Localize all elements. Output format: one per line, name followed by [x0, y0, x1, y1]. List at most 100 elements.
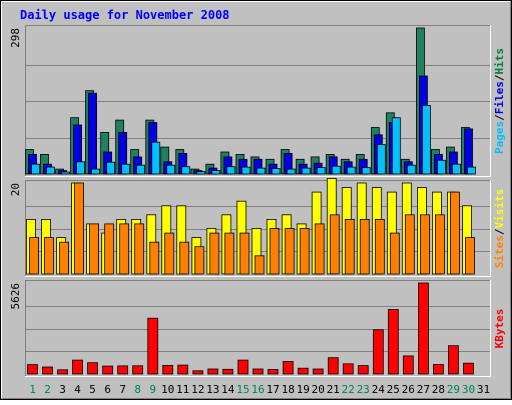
legend-item-visits: Visits [493, 189, 506, 229]
legend-item-sites: Sites [493, 235, 506, 268]
bar-sites-day-21 [329, 214, 340, 275]
bar-kbytes-day-10 [162, 364, 174, 375]
x-tick-label-day-6: 6 [104, 383, 111, 396]
legend-visits-sites: Sites/Visits [493, 189, 506, 269]
panel-hits-files-pages: 298 Pages/Files/Hits [9, 25, 506, 177]
y-max-label: 298 [9, 28, 22, 48]
x-tick-label-day-9: 9 [149, 383, 156, 396]
x-tick-label-day-24: 24 [372, 383, 386, 396]
bar-pages-day-25 [391, 117, 401, 175]
bar-kbytes-day-19 [297, 367, 309, 375]
bar-pages-day-1 [31, 163, 40, 175]
x-tick-label-day-11: 11 [176, 383, 189, 396]
x-tick-label-day-1: 1 [29, 383, 36, 396]
bar-kbytes-day-28 [432, 364, 444, 375]
bar-sites-day-25 [389, 232, 400, 275]
x-tick-label-day-4: 4 [74, 383, 81, 396]
bar-kbytes-day-24 [372, 329, 384, 375]
x-tick-label-day-30: 30 [462, 383, 475, 396]
x-tick-label-day-22: 22 [342, 383, 355, 396]
bar-pages-day-11 [181, 166, 191, 175]
bar-pages-day-12 [196, 171, 206, 175]
bar-sites-day-13 [209, 232, 220, 275]
bar-sites-day-28 [434, 214, 445, 275]
bar-kbytes-day-17 [267, 369, 279, 375]
bar-sites-day-10 [164, 232, 175, 275]
bar-pages-day-30 [467, 166, 476, 175]
bar-kbytes-day-30 [463, 362, 474, 375]
bar-sites-day-16 [254, 255, 265, 275]
x-tick-label-day-31: 31 [477, 383, 490, 396]
bar-pages-day-28 [436, 159, 446, 175]
bar-kbytes-day-11 [177, 364, 189, 375]
x-axis-labels: 1 2 3 4 5 6 7 8 9 10 11 12 13 14 15 16 17 18 19 20 21 22 23 24 2… [29, 383, 490, 396]
legend-kbytes: KBytes [493, 309, 506, 349]
x-tick-label-day-7: 7 [119, 383, 126, 396]
legend-separator: / [493, 114, 506, 121]
y-max-label: 20 [9, 183, 22, 196]
bar-pages-day-18 [286, 168, 296, 175]
bar-pages-day-24 [376, 144, 386, 175]
x-tick-label-day-25: 25 [387, 383, 400, 396]
chart-panels: 298Pages/Files/Hits20Sites/Visits5626KBy… [9, 25, 506, 377]
bar-sites-day-2 [44, 237, 54, 275]
bar-sites-day-29 [449, 191, 460, 275]
x-tick-label-day-13: 13 [206, 383, 219, 396]
bar-pages-day-3 [61, 171, 70, 175]
x-tick-label-day-20: 20 [311, 383, 324, 396]
x-tick-label-day-21: 21 [327, 383, 340, 396]
bar-pages-day-29 [451, 163, 461, 175]
bar-kbytes-day-12 [192, 370, 204, 375]
bar-sites-day-12 [194, 246, 205, 275]
legend-item-files: Files [493, 81, 506, 114]
bar-kbytes-day-25 [387, 309, 399, 375]
x-tick-label-day-19: 19 [296, 383, 309, 396]
bar-kbytes-day-6 [102, 365, 114, 375]
bar-pages-day-16 [256, 167, 266, 175]
bar-kbytes-day-3 [57, 369, 68, 375]
bar-pages-day-2 [46, 166, 55, 175]
bar-sites-day-9 [149, 241, 160, 275]
x-tick-label-day-23: 23 [357, 383, 370, 396]
bar-sites-day-8 [134, 223, 145, 275]
bar-sites-day-6 [104, 223, 115, 275]
bar-kbytes-day-29 [447, 345, 459, 375]
bar-sites-day-27 [419, 214, 430, 275]
legend-separator: / [493, 228, 506, 235]
bar-kbytes-day-18 [282, 361, 294, 375]
legend-item-kbytes: KBytes [493, 309, 506, 349]
x-tick-label-day-14: 14 [221, 383, 235, 396]
x-tick-label-day-27: 27 [417, 383, 430, 396]
bar-sites-day-1 [29, 237, 39, 275]
panel-visits-sites: 20 Sites/Visits [9, 177, 506, 277]
bar-sites-day-22 [344, 218, 355, 275]
bar-sites-day-14 [224, 232, 235, 275]
bar-sites-day-7 [119, 223, 130, 275]
bar-sites-day-3 [59, 241, 69, 275]
legend-hits-files-pages: Pages/Files/Hits [493, 48, 506, 154]
bar-pages-day-9 [151, 141, 161, 175]
bar-pages-day-21 [331, 165, 341, 175]
legend-separator: / [493, 74, 506, 81]
x-tick-label-day-28: 28 [432, 383, 445, 396]
bar-kbytes-day-2 [42, 366, 53, 375]
bar-pages-day-26 [406, 164, 416, 175]
bar-pages-day-14 [226, 166, 236, 175]
bar-sites-day-30 [465, 237, 475, 275]
legend-item-hits: Hits [493, 48, 506, 75]
bar-pages-day-22 [346, 166, 356, 175]
bar-kbytes-day-13 [207, 368, 219, 375]
x-tick-label-day-26: 26 [402, 383, 415, 396]
bar-kbytes-day-8 [132, 365, 144, 375]
bar-pages-day-27 [421, 105, 431, 175]
bar-pages-day-17 [271, 168, 281, 175]
bar-kbytes-day-20 [312, 368, 324, 375]
chart-title: Daily usage for November 2008 [20, 8, 230, 22]
bar-kbytes-day-9 [147, 317, 159, 375]
bar-sites-day-24 [374, 218, 385, 275]
bar-pages-day-10 [166, 164, 176, 175]
bar-kbytes-day-27 [417, 282, 429, 375]
bar-kbytes-day-7 [117, 365, 129, 375]
